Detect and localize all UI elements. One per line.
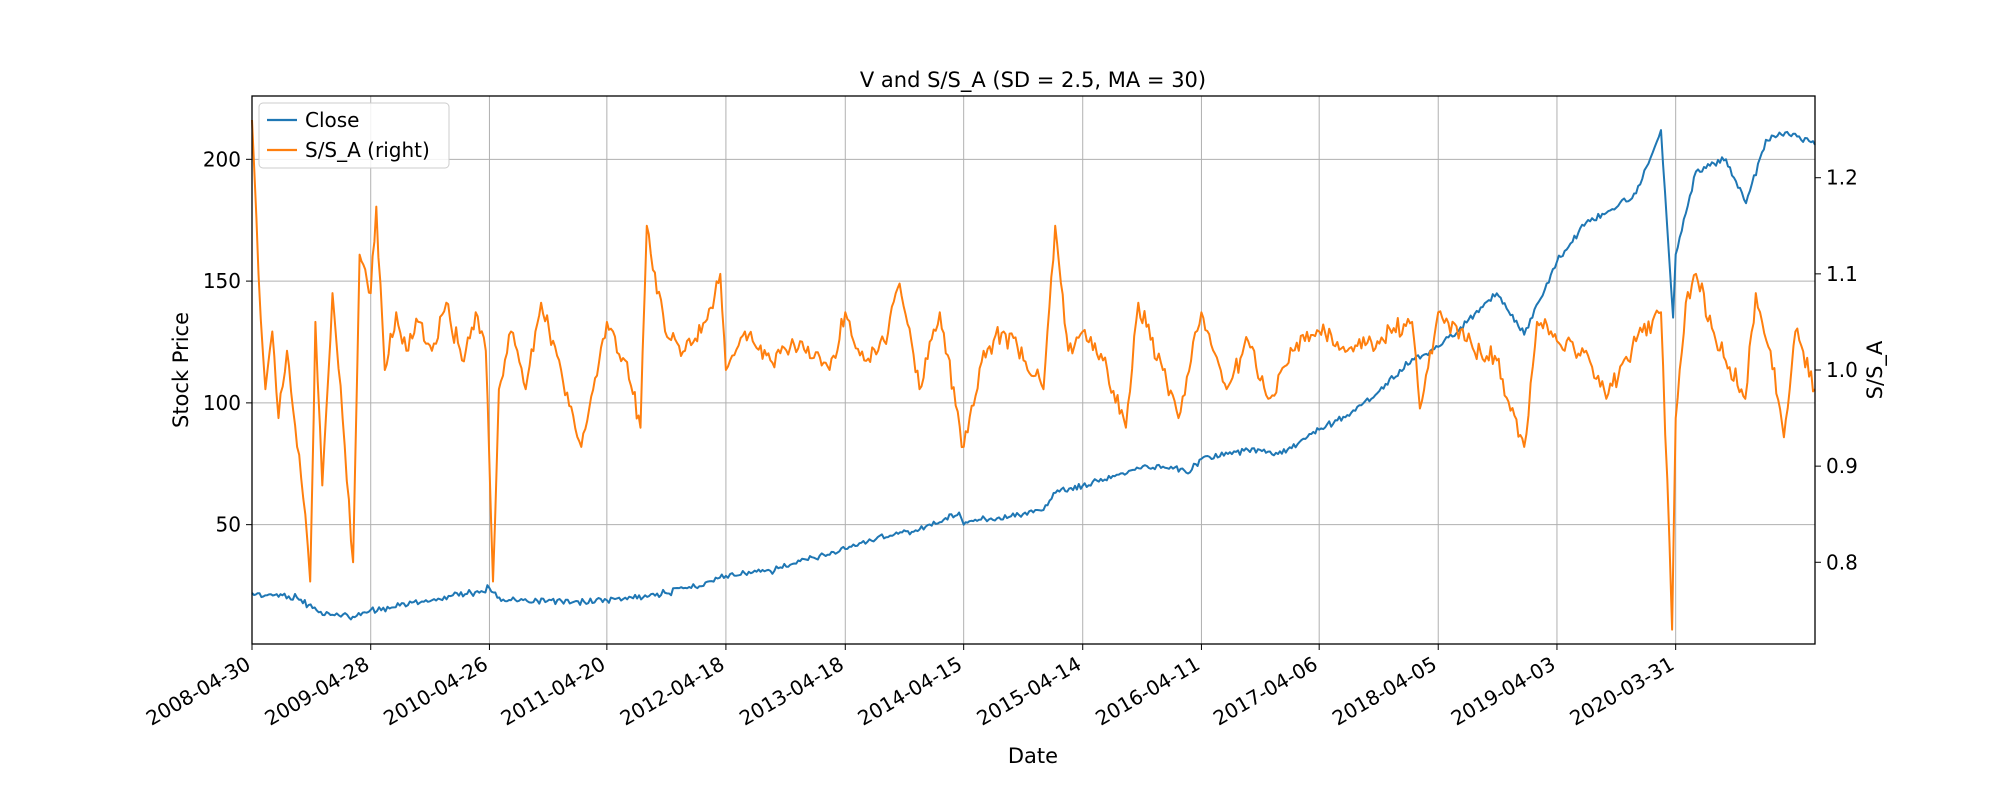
x-axis-label: Date — [1008, 744, 1058, 768]
legend-box — [258, 102, 450, 169]
y-tick-label-right: 0.9 — [1826, 454, 1858, 478]
grid — [251, 96, 1815, 644]
series-lines — [251, 119, 1816, 631]
y-tick-label-left: 150 — [203, 269, 241, 293]
legend: Close S/S_A (right) — [258, 102, 450, 169]
y-tick-label-right: 1.1 — [1826, 262, 1858, 286]
y-tick-label-left: 50 — [216, 513, 241, 537]
y-tick-label-right: 1.0 — [1826, 358, 1858, 382]
y-tick-label-right: 0.8 — [1826, 550, 1858, 574]
y-axis-label-left: Stock Price — [169, 312, 193, 428]
y-tick-label-right: 1.2 — [1826, 166, 1858, 190]
series-line-close — [251, 129, 1816, 621]
y-axis-label-right: S/S_A — [1863, 340, 1888, 399]
chart-title: V and S/S_A (SD = 2.5, MA = 30) — [860, 68, 1206, 93]
y-tick-label-left: 100 — [203, 391, 241, 415]
series-line-ss-a — [251, 119, 1816, 631]
legend-label-close: Close — [305, 108, 359, 132]
y-tick-label-left: 200 — [203, 147, 241, 171]
legend-label-ss-a: S/S_A (right) — [305, 138, 430, 162]
